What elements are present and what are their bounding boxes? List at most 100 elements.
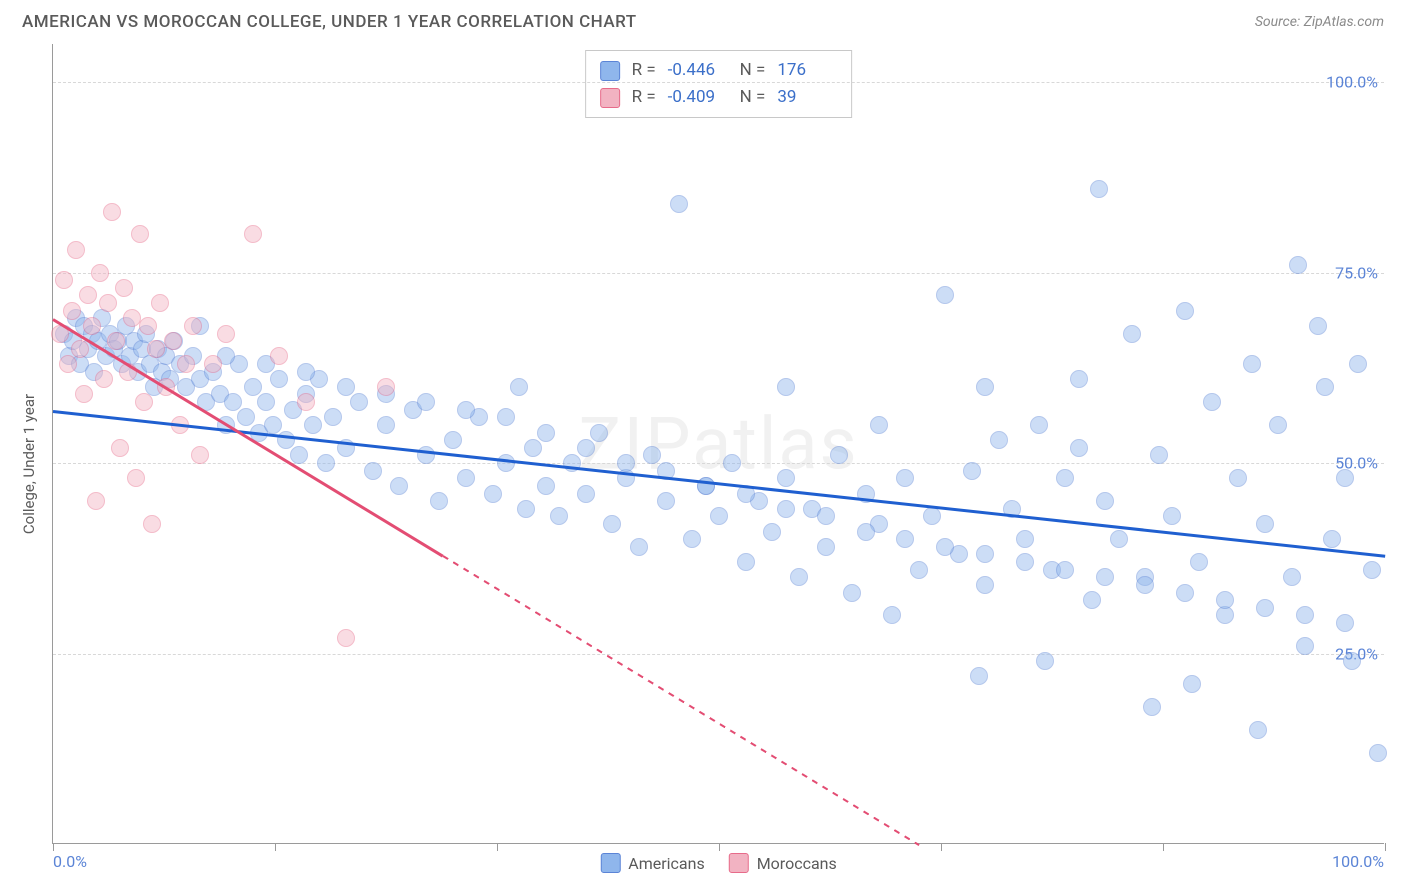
x-tick: [1385, 843, 1386, 851]
scatter-point: [737, 553, 755, 571]
y-tick-label: 75.0%: [1335, 263, 1378, 282]
scatter-point: [1296, 606, 1314, 624]
scatter-point: [790, 568, 808, 586]
scatter-point: [976, 545, 994, 563]
scatter-point: [1349, 355, 1367, 373]
scatter-point: [976, 378, 994, 396]
scatter-point: [337, 378, 355, 396]
scatter-point: [923, 507, 941, 525]
scatter-point: [71, 340, 89, 358]
scatter-point: [1203, 393, 1221, 411]
stat-r-value: -0.409: [668, 84, 728, 111]
trendline: [53, 410, 1385, 558]
scatter-point: [1176, 584, 1194, 602]
scatter-point: [1296, 637, 1314, 655]
scatter-point: [857, 523, 875, 541]
scatter-point: [337, 629, 355, 647]
trendline: [52, 318, 443, 557]
scatter-point: [63, 302, 81, 320]
scatter-point: [390, 477, 408, 495]
scatter-point: [577, 439, 595, 457]
scatter-point: [976, 576, 994, 594]
x-tick: [53, 843, 54, 851]
scatter-point: [191, 446, 209, 464]
legend-swatch: [600, 88, 620, 108]
scatter-point: [1256, 599, 1274, 617]
legend-swatch: [600, 61, 620, 81]
scatter-point: [87, 492, 105, 510]
scatter-point: [1136, 576, 1154, 594]
plot-area: ZIPatlas R =-0.446N =176R =-0.409N =39 A…: [52, 44, 1384, 844]
scatter-point: [204, 355, 222, 373]
legend-item: Americans: [600, 853, 704, 873]
scatter-point: [1123, 325, 1141, 343]
scatter-point: [270, 370, 288, 388]
scatter-point: [143, 515, 161, 533]
scatter-point: [643, 446, 661, 464]
scatter-point: [524, 439, 542, 457]
scatter-point: [603, 515, 621, 533]
scatter-point: [1256, 515, 1274, 533]
scatter-point: [237, 408, 255, 426]
scatter-point: [1289, 256, 1307, 274]
scatter-point: [1269, 416, 1287, 434]
scatter-point: [177, 355, 195, 373]
scatter-point: [164, 332, 182, 350]
scatter-point: [1070, 370, 1088, 388]
scatter-point: [457, 469, 475, 487]
scatter-point: [111, 439, 129, 457]
scatter-point: [883, 606, 901, 624]
scatter-point: [590, 424, 608, 442]
scatter-point: [147, 340, 165, 358]
scatter-point: [1283, 568, 1301, 586]
scatter-point: [217, 325, 235, 343]
scatter-point: [83, 317, 101, 335]
scatter-point: [75, 385, 93, 403]
scatter-point: [139, 317, 157, 335]
scatter-point: [777, 378, 795, 396]
scatter-point: [896, 530, 914, 548]
scatter-point: [657, 492, 675, 510]
scatter-point: [297, 363, 315, 381]
scatter-point: [95, 370, 113, 388]
scatter-point: [1243, 355, 1261, 373]
scatter-point: [99, 294, 117, 312]
stat-r-value: -0.446: [668, 57, 728, 84]
x-tick: [719, 843, 720, 851]
scatter-point: [1323, 530, 1341, 548]
scatter-point: [1229, 469, 1247, 487]
gridline: [53, 82, 1384, 83]
scatter-point: [364, 462, 382, 480]
scatter-point: [670, 195, 688, 213]
x-axis-start-label: 0.0%: [53, 852, 87, 871]
legend-item: Moroccans: [729, 853, 837, 873]
correlation-stats-box: R =-0.446N =176R =-0.409N =39: [585, 50, 853, 118]
scatter-point: [577, 485, 595, 503]
gridline: [53, 273, 1384, 274]
scatter-point: [497, 454, 515, 472]
stat-row: R =-0.446N =176: [600, 57, 838, 84]
scatter-point: [1369, 744, 1387, 762]
scatter-point: [131, 225, 149, 243]
scatter-point: [990, 431, 1008, 449]
scatter-point: [517, 500, 535, 518]
scatter-point: [1363, 561, 1381, 579]
stat-r-label: R =: [632, 84, 656, 111]
scatter-point: [55, 271, 73, 289]
y-axis-label: College, Under 1 year: [20, 394, 38, 534]
scatter-point: [1249, 721, 1267, 739]
scatter-point: [1150, 446, 1168, 464]
chart-title: AMERICAN VS MOROCCAN COLLEGE, UNDER 1 YE…: [22, 12, 637, 32]
scatter-point: [1183, 675, 1201, 693]
stat-n-value: 39: [777, 84, 837, 111]
scatter-point: [510, 378, 528, 396]
scatter-point: [377, 416, 395, 434]
scatter-point: [830, 446, 848, 464]
gridline: [53, 463, 1384, 464]
scatter-point: [617, 454, 635, 472]
scatter-point: [1190, 553, 1208, 571]
scatter-point: [1090, 180, 1108, 198]
scatter-point: [135, 393, 153, 411]
scatter-point: [91, 264, 109, 282]
scatter-point: [817, 507, 835, 525]
